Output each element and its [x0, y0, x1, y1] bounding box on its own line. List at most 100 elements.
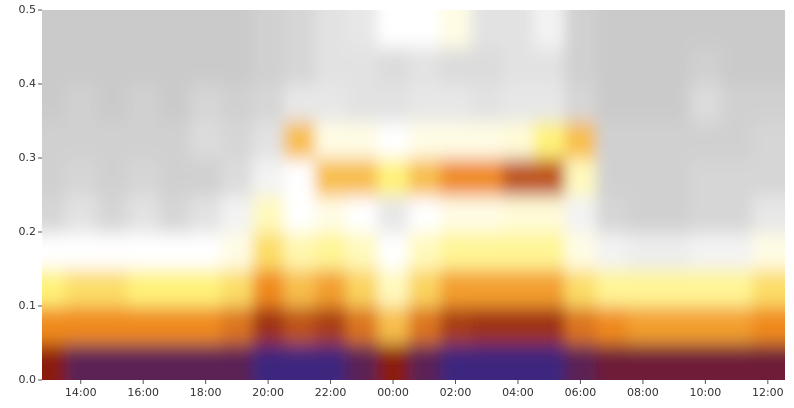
heat-cell [596, 47, 629, 85]
heat-cell [564, 121, 598, 159]
heat-cell [689, 343, 722, 380]
heat-cell [502, 121, 535, 159]
heat-cell [408, 10, 441, 48]
heat-cell [377, 158, 410, 196]
heat-cell [252, 306, 285, 344]
heat-cell [533, 232, 566, 270]
heat-cell [190, 195, 223, 233]
heat-cell [252, 121, 285, 159]
heat-cell [283, 84, 316, 122]
heat-cell [346, 232, 379, 270]
heat-cell [658, 158, 691, 196]
heat-cell [314, 269, 348, 307]
heat-cell [533, 269, 566, 307]
heat-cell [564, 84, 598, 122]
heat-cell [314, 232, 348, 270]
heat-cell [190, 269, 223, 307]
heat-cell [533, 10, 566, 48]
heat-cell [314, 306, 348, 344]
x-tick-label: 04:00 [502, 386, 534, 399]
heat-cell [720, 232, 754, 270]
heat-cell [221, 232, 254, 270]
heat-cell [221, 343, 254, 380]
heat-cell [65, 84, 98, 122]
heat-cell [190, 306, 223, 344]
heat-cell [42, 306, 67, 344]
heat-cell [439, 121, 473, 159]
heat-cell [471, 84, 504, 122]
heat-cell [65, 158, 98, 196]
heat-cell [65, 306, 98, 344]
heat-cell [408, 84, 441, 122]
heat-cell [502, 232, 535, 270]
heat-cell [439, 10, 473, 48]
heat-cell [252, 47, 285, 85]
heat-cell [720, 269, 754, 307]
heat-cell [283, 158, 316, 196]
heat-cell [720, 121, 754, 159]
heat-cell [689, 195, 722, 233]
x-tick-label: 18:00 [190, 386, 222, 399]
heat-cell [314, 195, 348, 233]
heat-cell [408, 195, 441, 233]
heat-cell [658, 232, 691, 270]
heat-cell [720, 195, 754, 233]
heat-cell [564, 269, 598, 307]
heat-cell [439, 269, 473, 307]
heat-cell [96, 232, 129, 270]
heat-cell [65, 10, 98, 48]
heat-cell [658, 84, 691, 122]
y-tick-label: 0.3 [19, 151, 37, 164]
heat-cell [96, 343, 129, 380]
heat-cell [127, 306, 160, 344]
heat-cell [158, 195, 192, 233]
heat-cell [252, 10, 285, 48]
heat-cell [471, 10, 504, 48]
y-tick-label: 0.0 [19, 373, 37, 386]
heat-cell [752, 232, 785, 270]
heat-cell [42, 47, 67, 85]
heat-cell [346, 121, 379, 159]
heat-cell [658, 10, 691, 48]
heat-cell [65, 47, 98, 85]
heat-cell [190, 158, 223, 196]
heat-cell [96, 47, 129, 85]
heat-cell [564, 232, 598, 270]
heat-cell [658, 121, 691, 159]
heat-cell [283, 269, 316, 307]
heat-cell [533, 158, 566, 196]
heat-cell [564, 158, 598, 196]
heat-cell [96, 269, 129, 307]
heat-cell [752, 84, 785, 122]
heat-cell [158, 232, 192, 270]
heat-cell [596, 84, 629, 122]
heat-cell [720, 343, 754, 380]
heat-cell [533, 84, 566, 122]
heat-cell [283, 232, 316, 270]
heat-cell [471, 195, 504, 233]
heat-cell [689, 121, 722, 159]
heat-cell [471, 158, 504, 196]
heat-cell [627, 343, 660, 380]
heat-cell [42, 195, 67, 233]
heat-cell [346, 269, 379, 307]
heat-cell [752, 158, 785, 196]
heat-cell [658, 195, 691, 233]
heat-cell [533, 343, 566, 380]
heat-cell [283, 343, 316, 380]
heat-cell [314, 343, 348, 380]
heat-cell [720, 47, 754, 85]
heat-cell [158, 121, 192, 159]
heat-cell [502, 306, 535, 344]
heat-cell [564, 10, 598, 48]
heat-cell [471, 269, 504, 307]
heat-cell [190, 84, 223, 122]
heat-cell [564, 343, 598, 380]
heat-cell [127, 47, 160, 85]
heat-cell [283, 47, 316, 85]
heat-cell [283, 10, 316, 48]
heat-cell [65, 269, 98, 307]
heat-cell [158, 10, 192, 48]
heat-cell [408, 343, 441, 380]
heat-cell [96, 84, 129, 122]
